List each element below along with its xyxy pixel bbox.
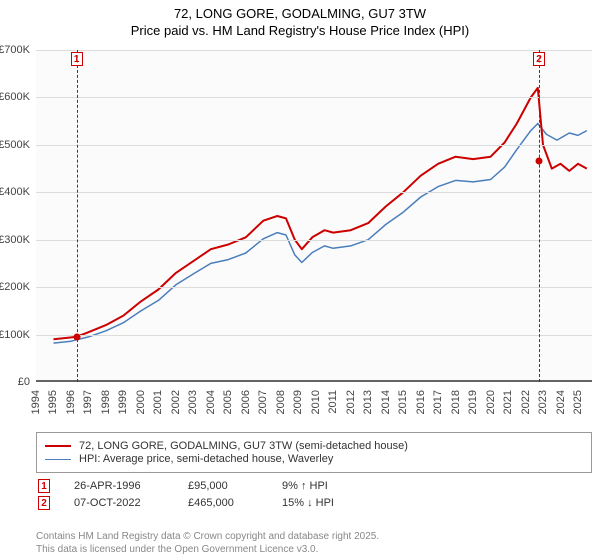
y-axis-label: £200K [0, 281, 30, 293]
x-axis-label: 1997 [82, 390, 94, 414]
marker-dot [536, 158, 543, 165]
x-axis-label: 2017 [432, 390, 444, 414]
x-axis-label: 2005 [222, 390, 234, 414]
y-axis-label: £700K [0, 44, 30, 56]
chart-container: 72, LONG GORE, GODALMING, GU7 3TW Price … [0, 0, 600, 560]
x-axis-label: 2000 [135, 390, 147, 414]
marker-vline [77, 50, 78, 382]
gridline [36, 50, 592, 51]
gridline [36, 192, 592, 193]
footer: Contains HM Land Registry data © Crown c… [36, 531, 379, 556]
x-axis-label: 2003 [187, 390, 199, 414]
transaction-hpi: 15% ↓ HPI [282, 497, 372, 509]
x-axis-label: 2004 [205, 390, 217, 414]
y-axis-label: £400K [0, 186, 30, 198]
legend-box: 72, LONG GORE, GODALMING, GU7 3TW (semi-… [36, 432, 592, 473]
footer-line1: Contains HM Land Registry data © Crown c… [36, 531, 379, 544]
series-property [54, 88, 587, 339]
x-axis-label: 2009 [292, 390, 304, 414]
title-subtitle: Price paid vs. HM Land Registry's House … [0, 23, 600, 40]
transaction-date: 26-APR-1996 [74, 480, 164, 492]
x-axis-label: 2024 [555, 390, 567, 414]
x-axis-label: 2012 [345, 390, 357, 414]
transaction-marker: 1 [38, 479, 50, 493]
transaction-marker: 2 [38, 496, 50, 510]
x-axis-label: 2002 [170, 390, 182, 414]
marker-vline [539, 50, 540, 382]
y-axis-label: £100K [0, 329, 30, 341]
x-axis-label: 1994 [30, 390, 42, 414]
transaction-price: £95,000 [188, 480, 258, 492]
plot-region: 12 [36, 50, 592, 382]
title-address: 72, LONG GORE, GODALMING, GU7 3TW [0, 6, 600, 23]
x-axis-label: 2019 [467, 390, 479, 414]
x-axis-label: 1996 [65, 390, 77, 414]
x-axis-label: 2020 [485, 390, 497, 414]
y-axis-label: £600K [0, 91, 30, 103]
x-axis-label: 2008 [275, 390, 287, 414]
transaction-hpi: 9% ↑ HPI [282, 480, 372, 492]
marker-box: 1 [71, 52, 83, 66]
x-axis-label: 1998 [100, 390, 112, 414]
x-axis-label: 2013 [362, 390, 374, 414]
legend-swatch [45, 459, 71, 460]
gridline [36, 97, 592, 98]
x-axis-label: 2011 [327, 390, 339, 414]
x-axis-label: 2006 [240, 390, 252, 414]
legend-label: 72, LONG GORE, GODALMING, GU7 3TW (semi-… [79, 440, 408, 452]
x-axis-label: 2018 [450, 390, 462, 414]
gridline [36, 240, 592, 241]
chart-lines [36, 50, 592, 382]
x-axis-label: 1995 [47, 390, 59, 414]
x-axis-label: 2021 [502, 390, 514, 414]
marker-box: 2 [533, 52, 545, 66]
transaction-row: 1 26-APR-1996 £95,000 9% ↑ HPI [38, 479, 592, 493]
chart-area: 12 £0£100K£200K£300K£400K£500K£600K£700K… [36, 50, 592, 382]
x-axis-label: 2016 [415, 390, 427, 414]
x-axis-label: 1999 [117, 390, 129, 414]
x-axis-label: 2023 [537, 390, 549, 414]
legend-swatch [45, 445, 71, 447]
x-axis-label: 2001 [152, 390, 164, 414]
title-block: 72, LONG GORE, GODALMING, GU7 3TW Price … [0, 0, 600, 40]
x-axis-label: 2025 [572, 390, 584, 414]
footer-line2: This data is licensed under the Open Gov… [36, 544, 379, 557]
x-axis-label: 2007 [257, 390, 269, 414]
x-axis-label: 2014 [380, 390, 392, 414]
legend-row: HPI: Average price, semi-detached house,… [45, 453, 583, 465]
y-axis-label: £300K [0, 234, 30, 246]
gridline [36, 335, 592, 336]
transactions-list: 1 26-APR-1996 £95,000 9% ↑ HPI 2 07-OCT-2022 £… [36, 479, 592, 510]
gridline [36, 145, 592, 146]
y-axis-label: £0 [18, 376, 30, 388]
y-axis-label: £500K [0, 139, 30, 151]
gridline [36, 287, 592, 288]
x-axis-label: 2015 [397, 390, 409, 414]
transaction-row: 2 07-OCT-2022 £465,000 15% ↓ HPI [38, 496, 592, 510]
marker-dot [73, 333, 80, 340]
transaction-price: £465,000 [188, 497, 258, 509]
x-axis-label: 2022 [520, 390, 532, 414]
legend-label: HPI: Average price, semi-detached house,… [79, 453, 333, 465]
legend-area: 72, LONG GORE, GODALMING, GU7 3TW (semi-… [36, 432, 592, 513]
x-axis-label: 2010 [310, 390, 322, 414]
transaction-date: 07-OCT-2022 [74, 497, 164, 509]
legend-row: 72, LONG GORE, GODALMING, GU7 3TW (semi-… [45, 440, 583, 452]
